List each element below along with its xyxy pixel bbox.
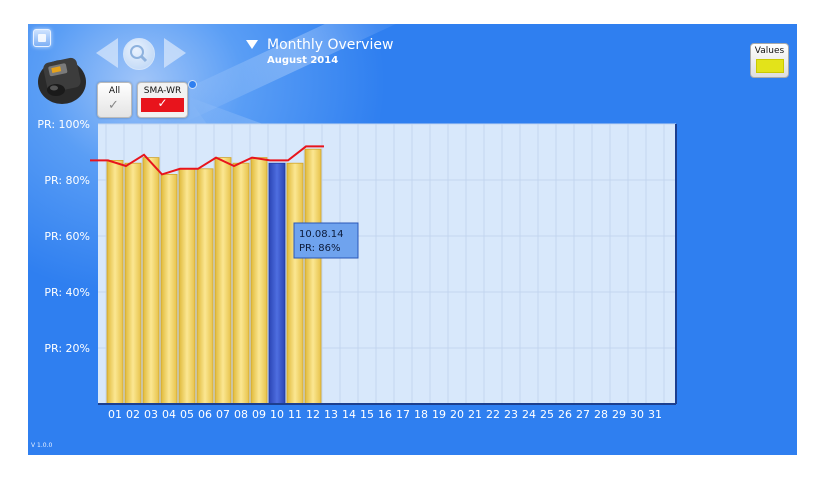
bar[interactable]	[286, 162, 304, 405]
bar[interactable]	[178, 168, 196, 405]
tooltip-box	[293, 222, 359, 259]
tab-sma-wr-label: SMA-WR	[143, 86, 182, 96]
x-tick-label: 15	[360, 408, 374, 421]
tooltip-value: PR: 86%	[299, 243, 340, 254]
bar[interactable]	[142, 157, 160, 405]
x-tick-label: 06	[198, 408, 212, 421]
bar[interactable]	[232, 162, 250, 405]
x-tick-label: 05	[180, 408, 194, 421]
x-tick-label: 27	[576, 408, 590, 421]
x-tick-label: 04	[162, 408, 176, 421]
tab-sma-wr[interactable]: SMA-WR ✓	[137, 82, 188, 118]
x-tick-label: 13	[324, 408, 338, 421]
tab-options-dot[interactable]	[188, 80, 197, 89]
magnifier-icon[interactable]	[123, 38, 155, 70]
x-tick-label: 31	[648, 408, 662, 421]
x-tick-label: 03	[144, 408, 158, 421]
x-tick-label: 12	[306, 408, 320, 421]
bar[interactable]	[214, 157, 232, 405]
arrow-left-icon[interactable]	[96, 38, 118, 68]
bar[interactable]	[106, 159, 124, 405]
x-tick-label: 11	[288, 408, 302, 421]
x-tick-label: 08	[234, 408, 248, 421]
x-tick-label: 26	[558, 408, 572, 421]
x-tick-label: 16	[378, 408, 392, 421]
bar[interactable]	[124, 162, 142, 405]
page-title: Monthly Overview	[267, 37, 394, 53]
x-tick-label: 25	[540, 408, 554, 421]
pr-chart: PR: 20% PR: 40% PR: 60% PR: 80% PR: 100% 01 02…	[37, 118, 677, 421]
series-line	[90, 145, 324, 176]
y-tick-label: PR: 80%	[44, 174, 90, 187]
tab-all[interactable]: All ✓	[97, 82, 132, 118]
selected-indicator: ✓	[141, 96, 184, 112]
inverter-device-icon	[38, 57, 86, 104]
x-tick-label: 01	[108, 408, 122, 421]
y-tick-label: PR: 60%	[44, 230, 90, 243]
values-button-label: Values	[754, 46, 785, 56]
x-tick-label: 29	[612, 408, 626, 421]
arrow-right-icon[interactable]	[164, 38, 186, 68]
checkmark-icon: ✓	[108, 98, 119, 113]
x-tick-label: 18	[414, 408, 428, 421]
bar[interactable]	[160, 173, 178, 405]
tab-all-label: All	[108, 86, 121, 96]
x-tick-label: 19	[432, 408, 446, 421]
x-tick-label: 30	[630, 408, 644, 421]
bar-selected[interactable]	[268, 162, 286, 405]
x-tick-label: 09	[252, 408, 266, 421]
x-tick-label: 14	[342, 408, 356, 421]
menu-icon[interactable]	[33, 29, 51, 47]
triangle-down-icon[interactable]	[246, 40, 258, 49]
x-tick-label: 21	[468, 408, 482, 421]
values-button[interactable]: Values	[750, 43, 789, 78]
y-tick-label: PR: 100%	[37, 118, 90, 131]
x-tick-label: 07	[216, 408, 230, 421]
app-window: Monthly Overview August 2014 All ✓ SMA-W…	[28, 24, 797, 455]
x-tick-label: 20	[450, 408, 464, 421]
version-label: V 1.0.0	[31, 442, 53, 449]
y-tick-label: PR: 40%	[44, 286, 90, 299]
x-tick-label: 02	[126, 408, 140, 421]
y-tick-label: PR: 20%	[44, 342, 90, 355]
bar[interactable]	[304, 148, 322, 405]
x-tick-label: 22	[486, 408, 500, 421]
tooltip-date: 10.08.14	[299, 229, 344, 240]
bar[interactable]	[196, 168, 214, 405]
x-tick-label: 28	[594, 408, 608, 421]
checkmark-icon: ✓	[157, 96, 168, 110]
page-subtitle: August 2014	[267, 55, 339, 66]
x-tick-label: 10	[270, 408, 284, 421]
x-tick-label: 24	[522, 408, 536, 421]
x-tick-label: 17	[396, 408, 410, 421]
values-color-swatch	[756, 59, 784, 73]
bar[interactable]	[250, 157, 268, 405]
x-tick-label: 23	[504, 408, 518, 421]
